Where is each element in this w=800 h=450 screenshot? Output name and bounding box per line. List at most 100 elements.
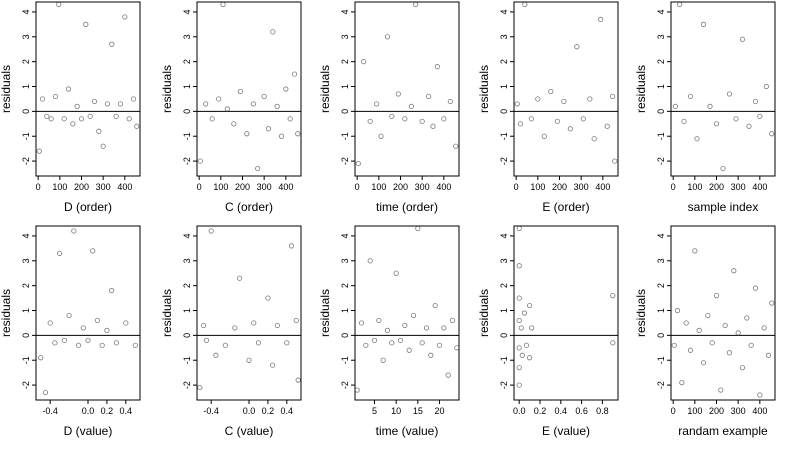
x-axis-label: D (value) bbox=[64, 424, 113, 438]
y-tick-label: 2 bbox=[182, 283, 192, 288]
data-point bbox=[523, 342, 530, 348]
panel-time-order: -2 -1 0 1 2 3 4 0 100 200 300 400 time (order) residu… bbox=[318, 1, 460, 214]
data-point bbox=[610, 292, 616, 299]
data-point bbox=[354, 387, 360, 393]
data-point bbox=[430, 123, 436, 129]
data-point bbox=[769, 300, 775, 306]
data-point bbox=[132, 342, 138, 348]
x-tick-label: 0 bbox=[671, 406, 676, 416]
y-tick-label: 4 bbox=[656, 9, 666, 14]
data-point bbox=[454, 345, 460, 351]
data-point bbox=[447, 98, 453, 105]
y-tick-label: -1 bbox=[656, 132, 666, 140]
data-point bbox=[265, 126, 272, 132]
data-point bbox=[113, 340, 119, 346]
data-point bbox=[426, 93, 432, 100]
y-tick-label: -1 bbox=[499, 132, 509, 140]
y-tick-label: -1 bbox=[340, 132, 350, 140]
data-point bbox=[380, 357, 386, 363]
y-tick-label: 0 bbox=[340, 109, 350, 114]
data-point bbox=[441, 116, 447, 122]
data-point bbox=[674, 307, 681, 314]
y-tick-label: -2 bbox=[340, 381, 350, 389]
data-point bbox=[130, 96, 137, 102]
y-tick-label: 0 bbox=[656, 333, 666, 338]
y-tick-label: -1 bbox=[182, 132, 192, 140]
data-point bbox=[700, 360, 707, 366]
data-point bbox=[91, 98, 98, 105]
x-tick-label: 400 bbox=[436, 182, 451, 192]
x-tick-label: 300 bbox=[574, 182, 589, 192]
y-tick-label: 4 bbox=[21, 233, 31, 238]
x-tick-label: 400 bbox=[278, 182, 293, 192]
data-point bbox=[389, 113, 395, 119]
data-point bbox=[746, 123, 752, 129]
y-tick-label: 3 bbox=[499, 34, 509, 39]
data-point bbox=[87, 113, 93, 119]
y-tick-label: 4 bbox=[499, 233, 509, 238]
data-point bbox=[250, 101, 256, 107]
x-tick-label: 300 bbox=[96, 182, 111, 192]
y-tick-label: 0 bbox=[21, 109, 31, 114]
data-point bbox=[236, 275, 243, 281]
y-tick-label: 1 bbox=[340, 308, 350, 313]
data-point bbox=[61, 337, 67, 343]
data-point bbox=[526, 302, 533, 309]
data-point bbox=[561, 98, 567, 105]
y-tick-label: 0 bbox=[21, 333, 31, 338]
data-point bbox=[541, 133, 547, 139]
plot-frame bbox=[513, 225, 619, 401]
x-tick-label: 0.4 bbox=[555, 406, 568, 416]
x-tick-label: 200 bbox=[709, 406, 724, 416]
x-axis-label: sample index bbox=[688, 200, 759, 214]
data-point bbox=[709, 340, 715, 346]
panel-d-value: -2 -1 0 1 2 3 4 -0.4 0.0 0.2 0.4 D (value) residuals bbox=[0, 225, 141, 438]
data-point bbox=[453, 143, 459, 149]
y-tick-label: 2 bbox=[499, 59, 509, 64]
data-point bbox=[47, 320, 53, 326]
data-point bbox=[261, 93, 267, 100]
x-tick-label: 0.0 bbox=[82, 406, 95, 416]
data-point bbox=[694, 136, 700, 142]
y-tick-label: -1 bbox=[656, 356, 666, 364]
y-tick-label: 2 bbox=[21, 59, 31, 64]
y-tick-label: 2 bbox=[21, 283, 31, 288]
x-tick-label: 0.0 bbox=[243, 406, 256, 416]
y-tick-label: -2 bbox=[182, 381, 192, 389]
y-tick-label: 2 bbox=[656, 283, 666, 288]
data-point bbox=[604, 123, 610, 129]
data-point bbox=[393, 270, 399, 276]
data-point bbox=[679, 379, 685, 386]
y-tick-label: -2 bbox=[182, 157, 192, 165]
data-point bbox=[244, 131, 250, 137]
y-tick-label: 3 bbox=[656, 258, 666, 263]
y-tick-label: 3 bbox=[499, 258, 509, 263]
data-point bbox=[376, 317, 382, 324]
y-tick-label: 1 bbox=[656, 308, 666, 313]
data-point bbox=[90, 248, 96, 254]
x-axis-label: D (order) bbox=[64, 200, 112, 214]
x-axis-label: time (order) bbox=[376, 200, 438, 214]
data-point bbox=[203, 101, 209, 107]
y-tick-label: 2 bbox=[182, 59, 192, 64]
data-point bbox=[71, 228, 77, 234]
data-point bbox=[516, 263, 522, 269]
plot-frame bbox=[670, 1, 776, 177]
data-point bbox=[224, 106, 230, 112]
data-point bbox=[419, 340, 425, 346]
data-point bbox=[720, 165, 726, 172]
data-point bbox=[436, 342, 443, 348]
x-tick-label: 300 bbox=[415, 182, 430, 192]
y-tick-label: -1 bbox=[21, 132, 31, 140]
y-tick-label: 4 bbox=[340, 233, 350, 238]
data-point bbox=[361, 59, 367, 65]
y-axis-label: residuals bbox=[634, 65, 648, 113]
y-tick-label: 0 bbox=[499, 109, 509, 114]
y-tick-label: 3 bbox=[340, 258, 350, 263]
x-tick-label: 0 bbox=[197, 182, 202, 192]
data-point bbox=[415, 225, 421, 232]
x-tick-label: 20 bbox=[434, 406, 444, 416]
y-tick-label: 1 bbox=[499, 84, 509, 89]
data-point bbox=[203, 337, 210, 343]
